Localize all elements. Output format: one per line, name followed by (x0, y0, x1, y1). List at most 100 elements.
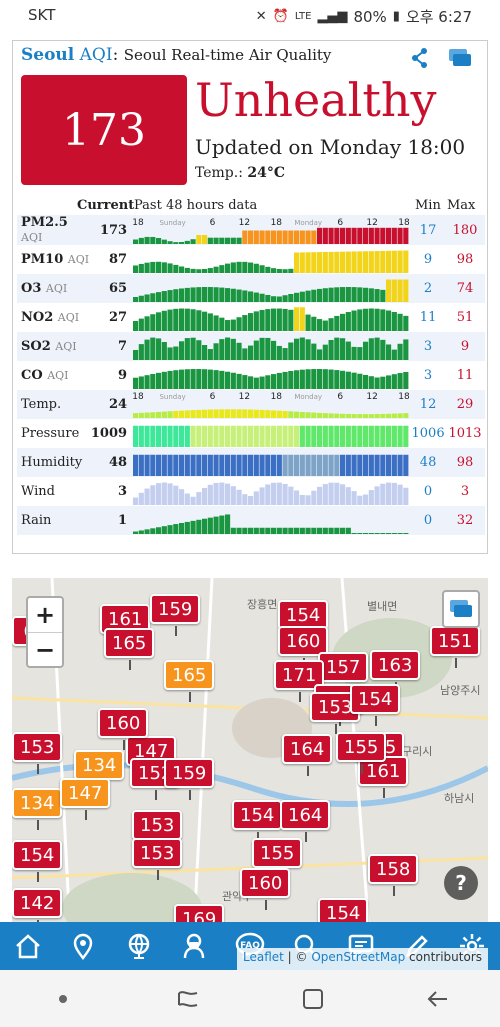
history-bar (368, 454, 374, 476)
aqi-map-marker[interactable]: 154 (12, 840, 63, 882)
aqi-map-marker[interactable]: 159 (164, 758, 215, 800)
aqi-map-marker[interactable]: 154 (278, 600, 329, 642)
aqi-map-marker[interactable]: 154 (350, 684, 401, 726)
pollutant-row[interactable]: PM2.5 AQI 173 18 Sunday 6 12 18 Monday 6 12 18 17 18… (17, 215, 485, 245)
aqi-map-marker[interactable]: 160 (278, 626, 329, 668)
aqi-map-marker[interactable]: 134 (12, 788, 63, 830)
history-bar (184, 454, 190, 476)
map-view[interactable]: 장흥면 별내면 남양주시 하남시 관악구 구리시 161 159 154 165 160… (12, 578, 488, 970)
history-bar (230, 288, 236, 302)
history-bar (311, 316, 317, 331)
aqi-map-marker[interactable]: 160 (98, 708, 149, 750)
history-bar (207, 484, 213, 505)
pollutant-row[interactable]: O3 AQI 65 2 74 (17, 274, 485, 303)
history-bar (380, 250, 386, 273)
history-bar (311, 425, 317, 447)
row-current-value: 3 (118, 484, 128, 499)
aqi-map-marker[interactable]: 165 (104, 628, 155, 670)
row-unit: AQI (21, 231, 43, 244)
aqi-map-marker[interactable]: 134 (74, 750, 125, 792)
aqi-map-marker[interactable]: 160 (240, 868, 291, 910)
pollutant-row[interactable]: CO AQI 9 3 11 (17, 361, 485, 390)
history-bar (167, 525, 173, 534)
history-bar (282, 269, 288, 273)
row-unit: AQI (67, 253, 90, 266)
aqi-map-marker[interactable]: 165 (164, 660, 215, 702)
aqi-map-marker[interactable]: 147 (60, 778, 111, 820)
aqi-map-marker[interactable]: 153 (132, 810, 183, 852)
recent-apps-button[interactable] (168, 979, 208, 1019)
history-bar (351, 425, 357, 447)
history-bar (179, 410, 185, 418)
temp-label: Temp.: (195, 165, 243, 181)
aqi-map-marker[interactable]: 164 (282, 734, 333, 776)
home-button[interactable] (8, 926, 48, 966)
history-bar (294, 527, 300, 534)
history-bar (213, 287, 219, 302)
osm-link[interactable]: OpenStreetMap (311, 950, 406, 964)
aqi-map-marker[interactable]: 153 (12, 732, 63, 774)
history-bar (202, 518, 208, 534)
pollutant-row[interactable]: Humidity 48 48 98 (17, 448, 485, 477)
pollutant-row[interactable]: NO2 AQI 27 11 51 (17, 303, 485, 332)
aqi-map-marker[interactable]: 151 (430, 626, 481, 668)
aqi-map-marker[interactable]: 163 (370, 650, 421, 692)
city-name[interactable]: Seoul (21, 45, 75, 65)
zoom-out-button[interactable]: − (28, 632, 62, 666)
aqi-map-marker[interactable]: 157 (318, 652, 369, 694)
history-bar (299, 369, 305, 389)
aqi-map-marker[interactable]: 159 (150, 594, 201, 636)
history-bar (259, 337, 265, 360)
aqi-map-marker[interactable]: 155 (252, 838, 303, 880)
home-system-button[interactable] (293, 979, 333, 1019)
pollutant-row[interactable]: Wind 3 0 3 (17, 477, 485, 506)
pollutant-row[interactable]: Rain 1 0 32 (17, 506, 485, 535)
history-bar (179, 241, 185, 244)
mask-button[interactable] (174, 926, 214, 966)
history-bar (311, 343, 317, 360)
zoom-in-button[interactable]: + (34, 601, 56, 629)
history-bar (236, 237, 242, 244)
history-bar (391, 533, 397, 534)
pollutant-row[interactable]: Pressure 1009 1006 1013 (17, 419, 485, 448)
history-bar (144, 529, 150, 534)
history-bar (386, 413, 392, 418)
history-bar (294, 490, 300, 505)
history-bar (328, 482, 334, 505)
aqi-map-marker[interactable]: 164 (280, 800, 331, 842)
help-button[interactable]: ? (444, 866, 478, 900)
history-bar (138, 376, 144, 389)
aqi-map-marker[interactable]: 154 (232, 800, 283, 842)
aqi-map-marker[interactable]: 155 (336, 732, 387, 774)
leaflet-link[interactable]: Leaflet (243, 950, 284, 964)
row-current-value: 7 (90, 332, 132, 361)
aqi-map-marker[interactable]: 153 (132, 838, 183, 880)
attribution-separator: | © (283, 950, 312, 964)
nav-dot-button[interactable] (43, 979, 83, 1019)
history-bar (167, 347, 173, 360)
row-min-value: 3 (411, 332, 446, 361)
pollutant-row[interactable]: SO2 AQI 7 3 9 (17, 332, 485, 361)
back-button[interactable] (418, 979, 458, 1019)
history-bar (225, 514, 231, 534)
aqi-map-marker[interactable]: 154 (318, 898, 369, 940)
status-indicators: ✕ ⏰ LTE ▂▄▆ 80% ▮ 오후 6:27 (256, 6, 472, 27)
history-bar (236, 289, 242, 302)
pollutant-row[interactable]: PM10 AQI 87 9 98 (17, 245, 485, 274)
globe-button[interactable] (119, 926, 159, 966)
history-bar (184, 425, 190, 447)
layers-icon[interactable] (447, 47, 473, 73)
history-bar (328, 369, 334, 389)
pollutant-row[interactable]: Temp. 24 18 Sunday 6 12 18 Monday 6 12 18 12 29 (17, 390, 485, 419)
history-bar (242, 290, 248, 302)
system-nav-bar (0, 970, 500, 1027)
aqi-map-marker[interactable]: 158 (368, 854, 419, 896)
history-bar (202, 454, 208, 476)
history-bar (179, 341, 185, 360)
map-layers-button[interactable] (442, 590, 480, 628)
aqi-map-marker[interactable]: 142 (12, 888, 63, 930)
location-button[interactable] (63, 926, 103, 966)
history-bar (161, 262, 167, 273)
share-icon[interactable] (409, 47, 431, 73)
row-unit: AQI (45, 282, 68, 295)
